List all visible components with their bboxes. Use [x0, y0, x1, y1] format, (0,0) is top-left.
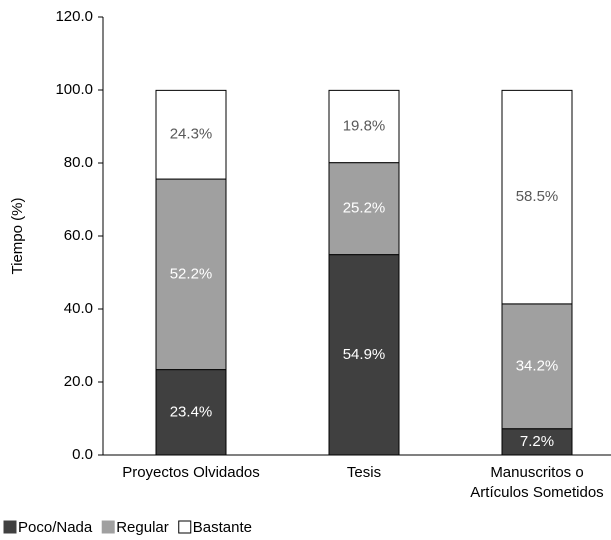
y-tick-label: 120.0 — [55, 8, 93, 25]
bar-segment — [328, 254, 400, 456]
data-label: 52.2% — [170, 265, 213, 282]
bar-segment — [155, 89, 227, 180]
bar-segment — [328, 162, 400, 256]
bar-segment — [155, 369, 227, 456]
legend-label: Bastante — [193, 519, 252, 536]
legend-swatch — [178, 520, 192, 534]
legend-label: Regular — [116, 519, 169, 536]
bar-segment — [155, 178, 227, 371]
y-tick-label: 40.0 — [64, 300, 93, 317]
bar-segment — [501, 303, 573, 430]
data-label: 24.3% — [170, 126, 213, 143]
data-label: 19.8% — [343, 117, 386, 134]
data-label: 25.2% — [343, 200, 386, 217]
data-label: 58.5% — [516, 188, 559, 205]
x-tick-label: Manuscritos o Artículos Sometidos — [470, 464, 603, 501]
x-tick-label: Proyectos Olvidados — [122, 464, 260, 481]
x-tick-label: Tesis — [347, 464, 381, 481]
y-tick-label: 100.0 — [55, 81, 93, 98]
data-label: 34.2% — [516, 357, 559, 374]
bar-segment — [328, 89, 400, 164]
data-label: 54.9% — [343, 346, 386, 363]
y-tick-label: 20.0 — [64, 373, 93, 390]
legend-swatch — [101, 520, 115, 534]
data-label: 23.4% — [170, 403, 213, 420]
data-label: 7.2% — [520, 433, 554, 450]
legend-swatch — [3, 520, 17, 534]
y-tick-label: 60.0 — [64, 227, 93, 244]
y-axis-label: Tiempo (%) — [9, 198, 26, 275]
y-tick-label: 0.0 — [72, 446, 93, 463]
y-tick-label: 80.0 — [64, 154, 93, 171]
bar-segment — [501, 89, 573, 305]
legend-label: Poco/Nada — [18, 519, 93, 536]
